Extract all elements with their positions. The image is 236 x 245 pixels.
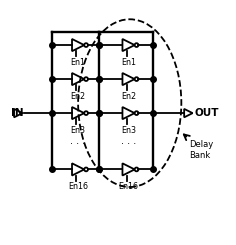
Text: . . .: . . .: [121, 136, 136, 146]
Text: OUT: OUT: [194, 108, 219, 118]
Text: IN: IN: [11, 108, 24, 118]
Text: En16: En16: [118, 182, 139, 191]
Text: Delay
Bank: Delay Bank: [190, 139, 214, 159]
Text: . . .: . . .: [71, 136, 86, 146]
Text: En3: En3: [71, 126, 86, 135]
Text: En16: En16: [68, 182, 88, 191]
Text: En1: En1: [121, 58, 136, 67]
Text: En3: En3: [121, 126, 136, 135]
Text: En2: En2: [121, 92, 136, 101]
Text: En1: En1: [71, 58, 86, 67]
Text: En2: En2: [71, 92, 86, 101]
